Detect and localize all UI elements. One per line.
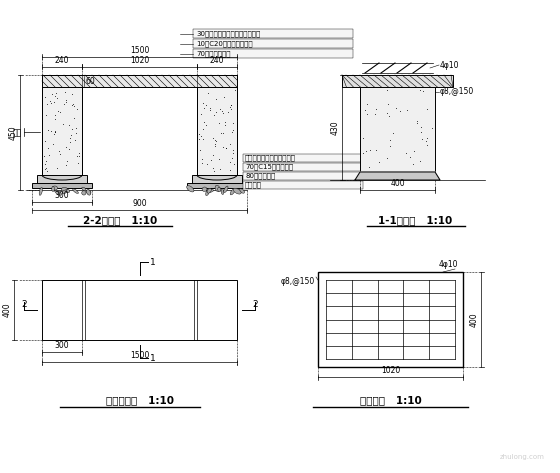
Text: 4φ10: 4φ10 xyxy=(440,61,460,70)
Ellipse shape xyxy=(186,185,194,192)
Bar xyxy=(192,175,242,183)
Bar xyxy=(342,75,453,87)
Text: 430: 430 xyxy=(331,120,340,135)
Text: 2: 2 xyxy=(252,300,258,309)
Text: 1020: 1020 xyxy=(381,366,400,375)
Ellipse shape xyxy=(82,191,86,195)
Ellipse shape xyxy=(62,190,67,193)
Text: 凳板配筋   1:10: 凳板配筋 1:10 xyxy=(360,395,421,405)
Text: 60: 60 xyxy=(85,77,95,86)
Text: 1020: 1020 xyxy=(130,56,149,65)
Ellipse shape xyxy=(82,187,86,191)
Ellipse shape xyxy=(52,186,54,192)
Text: 450: 450 xyxy=(9,125,18,140)
Bar xyxy=(42,75,237,87)
Text: 400: 400 xyxy=(3,303,12,317)
Text: zhulong.com: zhulong.com xyxy=(500,454,545,460)
Text: 2-2剖面图   1:10: 2-2剖面图 1:10 xyxy=(83,215,157,225)
Text: φ8,@150: φ8,@150 xyxy=(440,88,474,96)
Bar xyxy=(243,172,363,180)
Text: 4φ10: 4φ10 xyxy=(438,260,458,269)
Bar xyxy=(197,87,237,175)
Text: 400: 400 xyxy=(390,179,405,188)
Polygon shape xyxy=(355,172,440,180)
Text: 400: 400 xyxy=(470,312,479,327)
Ellipse shape xyxy=(202,187,207,192)
Text: 1-1剖面图   1:10: 1-1剖面图 1:10 xyxy=(378,215,452,225)
Text: 1500: 1500 xyxy=(130,351,149,360)
Text: 1500: 1500 xyxy=(130,46,149,55)
Text: 桩数: 桩数 xyxy=(13,128,22,137)
Text: 70厚钢筋砼凳板: 70厚钢筋砼凳板 xyxy=(196,51,231,57)
Bar xyxy=(193,29,353,38)
Ellipse shape xyxy=(39,187,43,195)
Text: 240: 240 xyxy=(210,56,224,65)
Bar xyxy=(193,39,353,48)
Text: 300: 300 xyxy=(55,191,69,200)
Ellipse shape xyxy=(215,185,220,192)
Text: φ8,@150: φ8,@150 xyxy=(281,277,315,286)
Text: 900: 900 xyxy=(132,199,147,208)
Text: 1: 1 xyxy=(150,353,155,362)
Bar xyxy=(243,163,363,171)
Ellipse shape xyxy=(87,190,91,194)
Bar xyxy=(243,154,363,162)
Text: 座凳平面图   1:10: 座凳平面图 1:10 xyxy=(105,395,174,405)
Text: 10厚C20水泥沙浆结合层: 10厚C20水泥沙浆结合层 xyxy=(196,41,253,47)
Text: 300: 300 xyxy=(55,341,69,350)
Ellipse shape xyxy=(55,190,62,195)
Text: 1: 1 xyxy=(150,257,155,266)
Ellipse shape xyxy=(207,189,213,193)
Ellipse shape xyxy=(207,188,211,193)
Ellipse shape xyxy=(62,187,68,192)
Bar xyxy=(42,87,82,175)
Ellipse shape xyxy=(230,189,235,195)
Ellipse shape xyxy=(66,189,70,193)
Ellipse shape xyxy=(240,189,245,193)
Text: 240: 240 xyxy=(55,56,69,65)
Ellipse shape xyxy=(221,189,224,194)
Bar xyxy=(318,272,463,367)
Bar xyxy=(243,181,363,189)
Bar xyxy=(42,280,237,340)
Bar xyxy=(360,87,435,172)
Bar xyxy=(187,183,247,188)
Ellipse shape xyxy=(86,190,91,195)
Text: 素土夯实: 素土夯实 xyxy=(245,182,262,188)
Bar xyxy=(193,49,353,58)
Text: 30厚印花红花岗岩置板（光面）: 30厚印花红花岗岩置板（光面） xyxy=(196,31,260,37)
Text: 2: 2 xyxy=(21,300,27,309)
Ellipse shape xyxy=(218,187,221,192)
Ellipse shape xyxy=(73,189,78,193)
Ellipse shape xyxy=(206,188,210,196)
Text: 70厚C15混凝土垫层: 70厚C15混凝土垫层 xyxy=(245,164,293,170)
Text: 印花红花岗岩石墩（毛面）: 印花红花岗岩石墩（毛面） xyxy=(245,155,296,161)
Ellipse shape xyxy=(224,186,228,193)
Ellipse shape xyxy=(52,186,58,190)
Bar xyxy=(32,183,92,188)
Ellipse shape xyxy=(233,188,241,194)
Bar xyxy=(37,175,87,183)
Text: 80厚碎石垫层: 80厚碎石垫层 xyxy=(245,173,276,179)
